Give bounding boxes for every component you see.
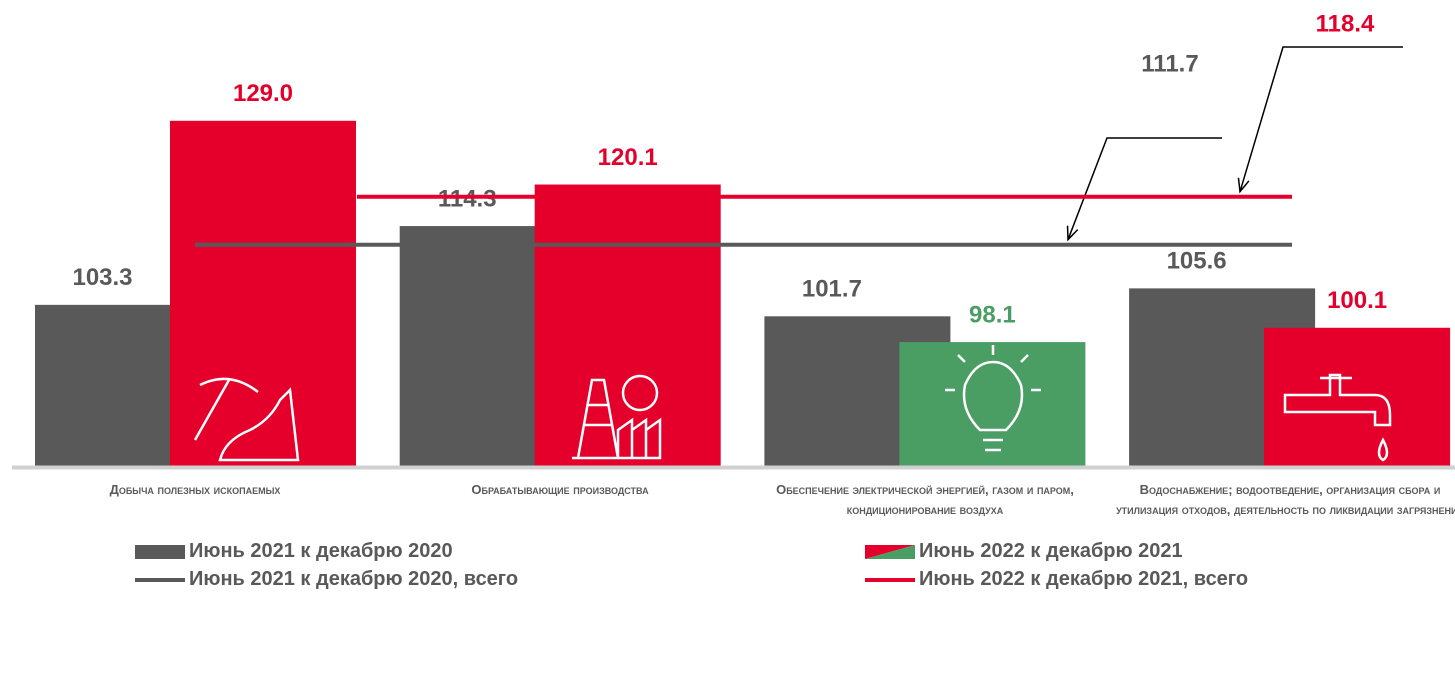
category-label: Добыча полезных ископаемых [109,482,281,497]
value-label: 105.6 [1167,248,1227,275]
legend-label: Июнь 2022 к декабрю 2021 [919,540,1183,562]
value-label: 100.1 [1327,287,1387,314]
icon-tap [1283,373,1392,462]
value-label: 103.3 [72,264,132,291]
bar [899,342,1086,466]
icon-pickaxe [193,377,300,462]
bar [170,120,356,466]
icon-factory [572,374,662,460]
legend-label: Июнь 2021 к декабрю 2020, всего [189,568,519,590]
bar [534,184,721,466]
value-label: 98.1 [969,301,1016,328]
legend-swatch [135,545,185,559]
leader-line [1067,137,1222,240]
bar [1264,327,1451,466]
value-label: 129.0 [233,80,293,107]
value-label: 120.1 [598,144,658,171]
leader-line [1239,46,1403,192]
reference-value-label: 118.4 [1316,10,1375,37]
leader-arrow [1066,225,1079,242]
reference-value-label: 111.7 [1141,50,1198,77]
icon-bulb [945,345,1041,452]
category-label: Водоснабжение; водоотведение, организаци… [1116,482,1455,517]
legend-label: Июнь 2022 к декабрю 2021, всего [919,568,1249,590]
legend-label: Июнь 2021 к декабрю 2020 [189,540,453,562]
value-label: 114.3 [438,185,497,212]
category-label: Обрабатывающие производства [471,482,649,497]
value-label: 101.7 [802,276,862,303]
leader-arrow [1237,177,1250,194]
legend-swatch [865,545,915,559]
category-label: Обеспечение электрической энергией, газо… [776,482,1074,517]
